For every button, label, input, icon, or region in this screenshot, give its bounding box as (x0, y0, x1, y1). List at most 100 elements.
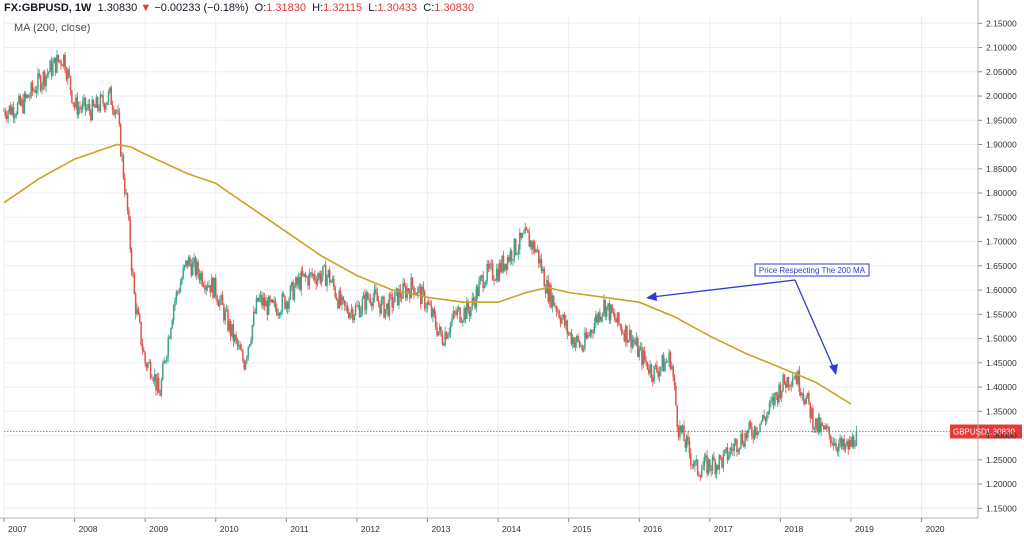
candle-body (615, 319, 617, 323)
candle-body (197, 261, 199, 274)
candle-body (329, 269, 331, 283)
candle-body (320, 276, 323, 283)
candle-body (680, 425, 683, 432)
candle-body (562, 314, 564, 319)
candle-body (688, 440, 691, 454)
ma-200-line (3, 143, 852, 405)
candle-body (710, 468, 712, 471)
candle-body (474, 300, 476, 308)
candle-body (593, 323, 596, 333)
candle-body (725, 447, 727, 450)
x-tick-label: 2012 (361, 524, 380, 534)
candle-body (94, 105, 96, 108)
candle-body (719, 455, 722, 458)
candle-body (297, 277, 300, 285)
x-tick-label: 2015 (573, 524, 592, 534)
candle-body (600, 316, 602, 322)
x-tick-label: 2010 (220, 524, 239, 534)
candle-body (331, 278, 334, 282)
candle-body (810, 408, 813, 419)
candle-body (105, 104, 107, 110)
annotation-arrow-line (794, 279, 835, 370)
candle-body (742, 443, 745, 447)
candle-body (569, 332, 571, 334)
candle-body (592, 332, 594, 334)
candle-body (30, 82, 32, 97)
candle-body (43, 71, 46, 87)
candle-body (114, 110, 117, 115)
candle-body (125, 193, 127, 194)
candle-body (605, 306, 608, 317)
candle-body (437, 331, 440, 336)
candle-body (681, 425, 684, 432)
y-tick-label: 1.65000 (986, 261, 1017, 271)
candle-body (262, 297, 264, 306)
price-tag-symbol: GBPUSD (953, 428, 987, 437)
candle-body (566, 320, 569, 334)
candle-body (96, 97, 99, 109)
candle-body (415, 293, 418, 295)
candle-body (33, 90, 35, 91)
candle-body (383, 296, 385, 318)
candle-body (352, 309, 354, 321)
candle-body (448, 332, 450, 335)
candle-body (286, 301, 289, 309)
candle-body (623, 333, 626, 342)
candle-body (255, 298, 258, 314)
candle-body (440, 326, 442, 336)
candle-body (436, 327, 438, 336)
candle-body (98, 108, 100, 111)
candle-body (649, 364, 651, 374)
candle-body (86, 107, 88, 111)
candle-body (102, 95, 104, 104)
candle-body (802, 393, 805, 400)
candle-body (543, 268, 545, 287)
candle-body (71, 90, 73, 103)
candle-body (141, 344, 144, 350)
candle-body (485, 280, 487, 286)
candle-body (14, 115, 16, 118)
candle-body (223, 305, 225, 321)
candle-body (642, 350, 645, 366)
candle-body (128, 210, 130, 220)
candle-body (577, 335, 579, 341)
candle-body (829, 434, 832, 444)
candle-body (258, 297, 260, 302)
candle-body (271, 299, 274, 303)
indicator-label[interactable]: MA (200, close) (14, 22, 91, 34)
candle-body (683, 425, 685, 442)
candle-body (514, 238, 517, 255)
candle-body (333, 278, 335, 287)
candle-body (76, 97, 79, 115)
candle-body (212, 277, 214, 298)
candle-body (668, 352, 670, 362)
candle-body (586, 334, 589, 339)
candle-body (611, 304, 613, 313)
candle-body (267, 296, 270, 315)
candle-body (65, 70, 68, 80)
candle-body (730, 447, 733, 450)
candle-body (744, 433, 746, 447)
candle-body (517, 249, 520, 254)
candle-body (521, 233, 524, 238)
candle-body (538, 249, 540, 264)
x-tick-label: 2008 (79, 524, 98, 534)
candle-body (15, 114, 17, 116)
candle-body (60, 60, 62, 66)
candle-body (358, 305, 361, 317)
y-tick-label: 1.45000 (986, 358, 1017, 368)
candle-body (348, 312, 350, 319)
candle-body (425, 307, 427, 309)
candle-body (552, 295, 555, 306)
candle-body (240, 349, 243, 351)
candle-body (660, 366, 662, 371)
candle-body (599, 312, 601, 322)
candle-body (509, 250, 512, 262)
candle-body (571, 337, 574, 345)
candle-body (459, 307, 461, 323)
candle-body (42, 71, 45, 85)
candle-body (616, 312, 619, 323)
candle-body (303, 273, 305, 276)
